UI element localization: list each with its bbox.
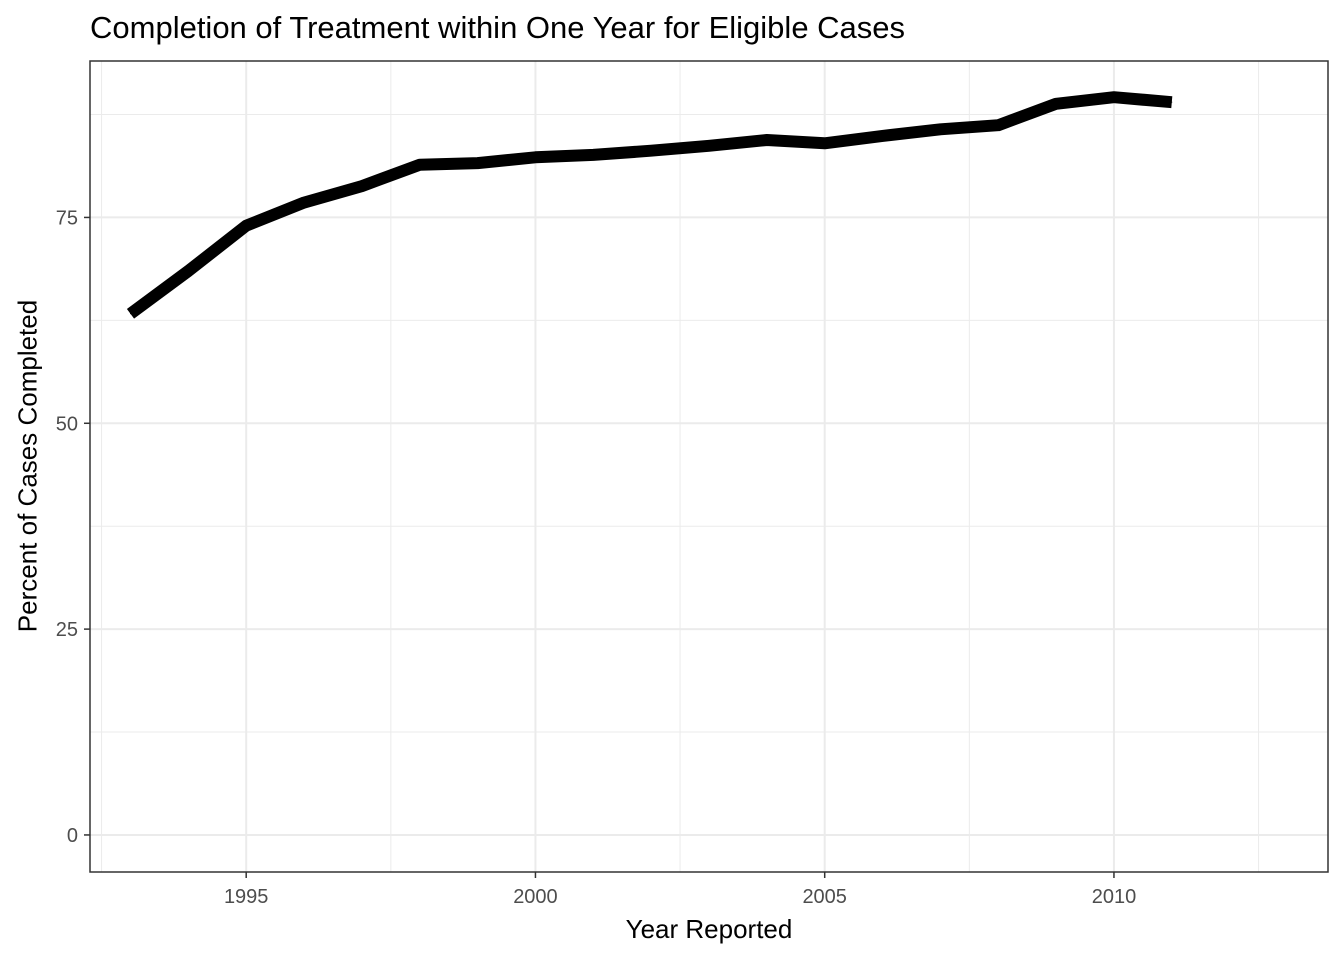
y-tick-label: 0 [67, 825, 78, 847]
x-axis-title: Year Reported [625, 914, 793, 944]
data-point [245, 225, 247, 227]
series-layer [126, 91, 1173, 319]
data-point [766, 139, 768, 141]
data-point [477, 162, 479, 164]
y-tick-label: 75 [56, 207, 78, 229]
data-point [939, 128, 941, 130]
data-point [708, 145, 710, 147]
data-point [997, 124, 999, 126]
major-gridlines [90, 61, 1328, 872]
series-line [126, 91, 1173, 319]
chart-title: Completion of Treatment within One Year … [90, 10, 906, 45]
data-point [1113, 96, 1115, 98]
data-point [361, 185, 363, 187]
data-point [1171, 101, 1173, 103]
data-point [419, 164, 421, 166]
y-tick-label: 25 [56, 619, 78, 641]
data-point [303, 202, 305, 204]
minor-gridlines [90, 61, 1328, 872]
data-point [129, 313, 131, 315]
data-point [650, 150, 652, 152]
x-tick-label: 2000 [513, 886, 558, 908]
data-point [824, 142, 826, 144]
y-tick-label: 50 [56, 413, 78, 435]
x-tick-label: 1995 [224, 886, 269, 908]
data-point [882, 135, 884, 137]
panel-border [89, 60, 1329, 873]
data-point [592, 154, 594, 156]
x-tick-label: 2005 [802, 886, 847, 908]
data-point [187, 270, 189, 272]
data-point [1055, 103, 1057, 105]
x-tick-label: 2010 [1092, 886, 1137, 908]
axis-ticks: 1995 2000 2005 2010 0 25 50 75 [56, 207, 1136, 908]
data-point [534, 156, 536, 158]
